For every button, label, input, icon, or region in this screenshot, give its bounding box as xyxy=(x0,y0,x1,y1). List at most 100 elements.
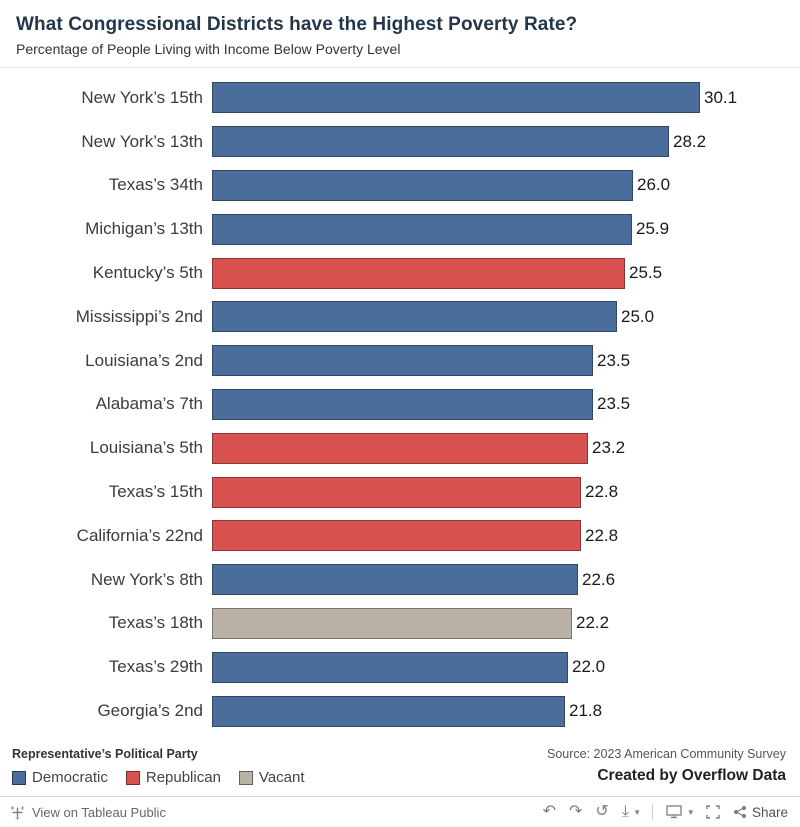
bar-row: Alabama’s 7th 23.5 xyxy=(0,383,800,426)
bar[interactable] xyxy=(212,345,593,377)
tableau-logo-icon[interactable] xyxy=(10,805,25,820)
bar-value: 25.9 xyxy=(636,219,670,239)
bar-label: New York’s 13th xyxy=(81,131,203,151)
bar-label: Texas’s 29th xyxy=(108,657,203,677)
bar[interactable] xyxy=(212,695,565,727)
bar-value: 22.0 xyxy=(572,657,606,677)
bar-row: Louisiana’s 5th 23.2 xyxy=(0,427,800,470)
bar-label: California’s 22nd xyxy=(76,525,203,545)
legend-swatch-icon xyxy=(12,770,26,785)
bar-row: New York’s 8th 22.6 xyxy=(0,558,800,601)
bar[interactable] xyxy=(212,126,669,158)
bar-track: 22.2 xyxy=(212,607,800,639)
bar-row: Georgia’s 2nd 21.8 xyxy=(0,690,800,733)
tableau-toolbar: View on Tableau Public ↶ ↷ ↺ ⤓ ▾ ▾ xyxy=(0,796,800,827)
bar[interactable] xyxy=(212,169,633,201)
legend-label: Republican xyxy=(145,769,221,786)
bar-row: Texas’s 18th 22.2 xyxy=(0,602,800,645)
bar-value: 23.2 xyxy=(592,438,626,458)
bar-row: New York’s 15th 30.1 xyxy=(0,76,800,119)
bar-label: Mississippi’s 2nd xyxy=(75,306,203,326)
bar-value: 26.0 xyxy=(637,175,671,195)
bar[interactable] xyxy=(212,257,625,289)
bar-label: Louisiana’s 2nd xyxy=(85,350,203,370)
bar-track: 23.5 xyxy=(212,388,800,420)
credit-line: Created by Overflow Data xyxy=(597,767,786,784)
bar-track: 22.0 xyxy=(212,651,800,683)
bar-row: New York’s 13th 28.2 xyxy=(0,120,800,163)
bar-value: 22.8 xyxy=(585,525,619,545)
display-caret-icon[interactable]: ▾ xyxy=(688,806,693,817)
bar-track: 23.5 xyxy=(212,345,800,377)
bar-track: 26.0 xyxy=(212,169,800,201)
bar[interactable] xyxy=(212,520,581,552)
fullscreen-icon[interactable] xyxy=(706,805,720,819)
bar[interactable] xyxy=(212,388,593,420)
bar-label: Louisiana’s 5th xyxy=(89,438,203,458)
legend-title: Representative’s Political Party xyxy=(12,747,198,761)
toolbar-separator xyxy=(652,804,654,820)
bar[interactable] xyxy=(212,432,588,464)
share-label: Share xyxy=(751,804,788,820)
bar-value: 23.5 xyxy=(597,394,631,414)
bar-value: 25.5 xyxy=(629,263,663,283)
bar-track: 25.0 xyxy=(212,301,800,333)
bar-value: 21.8 xyxy=(569,701,603,721)
bar-chart: New York’s 15th 30.1 New York’s 13th 28.2 Te… xyxy=(0,68,800,737)
bar-value: 23.5 xyxy=(597,350,631,370)
bar-label: New York’s 8th xyxy=(90,569,203,589)
bar-row: California’s 22nd 22.8 xyxy=(0,514,800,557)
bar-row: Texas’s 34th 26.0 xyxy=(0,164,800,207)
bar-track: 25.5 xyxy=(212,257,800,289)
legend-item[interactable]: Democratic xyxy=(12,769,108,786)
bar-track: 28.2 xyxy=(212,126,800,158)
legend-label: Vacant xyxy=(258,769,305,786)
bar[interactable] xyxy=(212,607,572,639)
bar-label: Texas’s 18th xyxy=(108,613,203,633)
bar-value: 22.6 xyxy=(582,569,616,589)
reset-icon[interactable]: ↺ xyxy=(595,803,609,820)
bar-track: 21.8 xyxy=(212,695,800,727)
bar-label: Texas’s 34th xyxy=(108,175,203,195)
bar-track: 25.9 xyxy=(212,213,800,245)
download-caret-icon[interactable]: ▾ xyxy=(634,806,640,817)
bar-track: 22.8 xyxy=(212,476,800,508)
legend: Representative’s Political Party Democra… xyxy=(12,747,305,786)
legend-item[interactable]: Republican xyxy=(125,769,221,786)
chart-header: What Congressional Districts have the Hi… xyxy=(0,0,800,68)
bar[interactable] xyxy=(212,651,568,683)
bar-track: 22.6 xyxy=(212,564,800,596)
bar[interactable] xyxy=(212,213,632,245)
bar-label: Alabama’s 7th xyxy=(95,394,203,414)
redo-icon[interactable]: ↷ xyxy=(569,803,583,820)
bar-label: Georgia’s 2nd xyxy=(97,701,203,721)
bar-value: 28.2 xyxy=(673,131,707,151)
bar[interactable] xyxy=(212,82,700,114)
chart-subtitle: Percentage of People Living with Income … xyxy=(16,41,401,57)
undo-icon[interactable]: ↶ xyxy=(542,803,557,820)
bar-row: Texas’s 29th 22.0 xyxy=(0,646,800,689)
bar[interactable] xyxy=(212,476,581,508)
bar[interactable] xyxy=(212,564,578,596)
bar-value: 25.0 xyxy=(621,306,655,326)
view-on-tableau-link[interactable]: View on Tableau Public xyxy=(32,804,166,820)
legend-label: Democratic xyxy=(32,769,108,786)
share-button[interactable]: Share xyxy=(733,805,788,820)
bar-row: Texas’s 15th 22.8 xyxy=(0,471,800,514)
bar-label: Texas’s 15th xyxy=(108,482,203,502)
bar-row: Michigan’s 13th 25.9 xyxy=(0,208,800,251)
chart-title: What Congressional Districts have the Hi… xyxy=(16,14,578,35)
bar[interactable] xyxy=(212,301,617,333)
display-icon[interactable] xyxy=(666,805,683,819)
legend-item[interactable]: Vacant xyxy=(238,769,305,786)
bar-value: 22.2 xyxy=(576,613,610,633)
legend-swatch-icon xyxy=(125,770,140,785)
toolbar-left: View on Tableau Public xyxy=(10,805,166,820)
source-block: Source: 2023 American Community Survey C… xyxy=(547,747,786,785)
download-icon[interactable]: ⤓ xyxy=(621,803,629,820)
bar-label: New York’s 15th xyxy=(81,87,203,107)
toolbar-right: ↶ ↷ ↺ ⤓ ▾ ▾ xyxy=(543,804,788,820)
legend-swatch-icon xyxy=(238,770,253,785)
bar-track: 22.8 xyxy=(212,520,800,552)
